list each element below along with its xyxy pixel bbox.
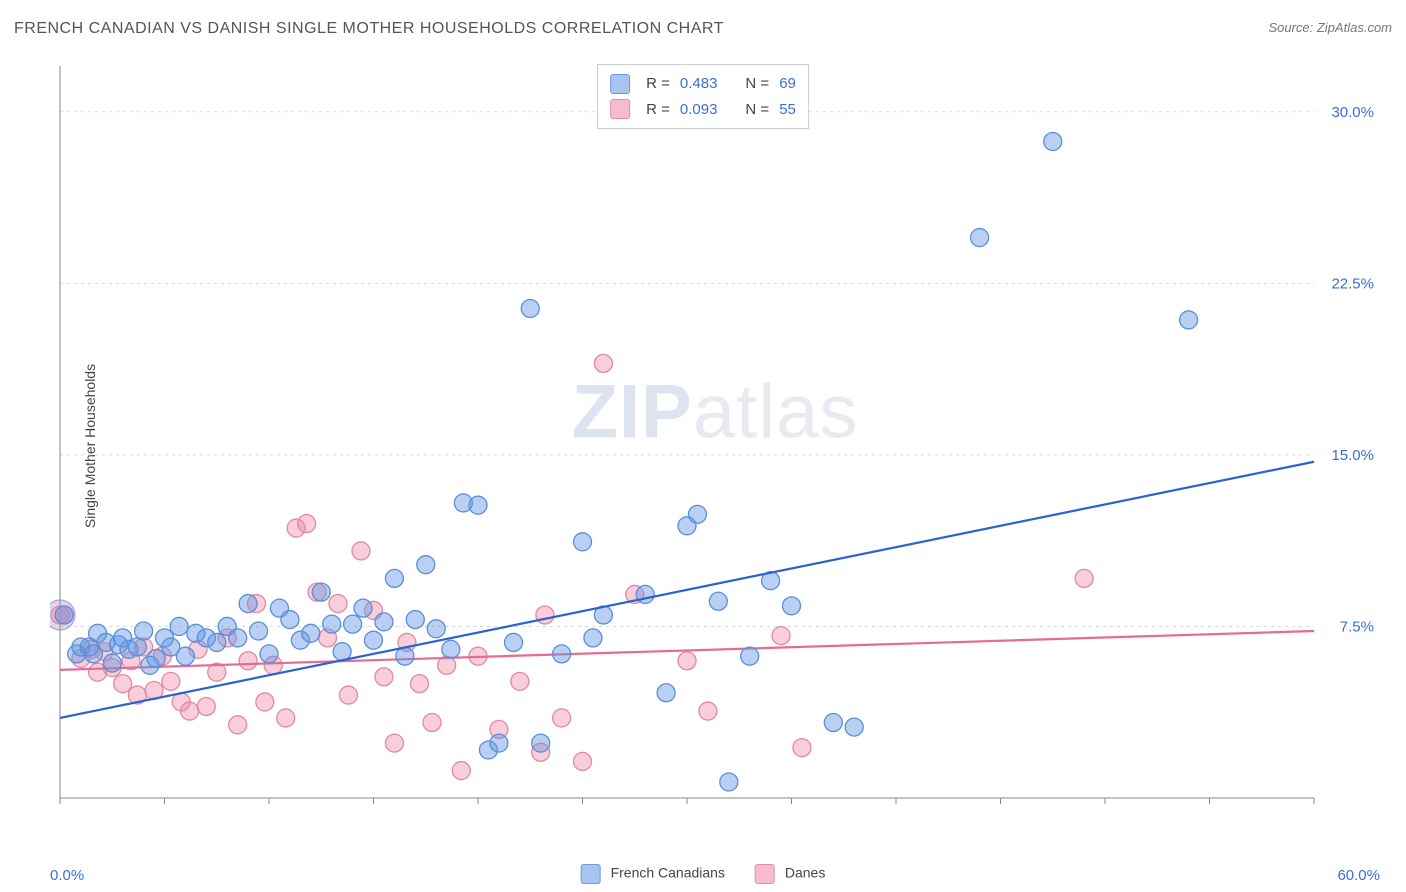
swatch-series-b-icon — [610, 99, 630, 119]
series-legend: French Canadians Danes — [581, 864, 826, 884]
n-label: N = — [745, 71, 769, 97]
swatch-series-a-icon — [610, 74, 630, 94]
legend-row-a: R = 0.483 N = 69 — [610, 71, 796, 97]
series-a-label: French Canadians — [611, 865, 725, 881]
scatter-plot: 7.5% 15.0% 22.5% 30.0% — [50, 58, 1380, 828]
x-axis-max-label: 60.0% — [1337, 867, 1380, 884]
plot-area: ZIPatlas 7.5%15.0%22.5%30.0% — [50, 58, 1380, 828]
svg-text:30.0%: 30.0% — [1331, 104, 1374, 121]
svg-text:15.0%: 15.0% — [1331, 447, 1374, 464]
svg-text:22.5%: 22.5% — [1331, 275, 1374, 292]
chart-title: FRENCH CANADIAN VS DANISH SINGLE MOTHER … — [14, 20, 724, 37]
n-value-a: 69 — [779, 71, 796, 97]
svg-text:7.5%: 7.5% — [1340, 618, 1374, 635]
r-label: R = — [646, 71, 670, 97]
legend-item-a: French Canadians — [581, 864, 725, 884]
x-axis-min-label: 0.0% — [50, 867, 84, 884]
swatch-series-a-icon — [581, 864, 601, 884]
n-label: N = — [745, 97, 769, 123]
r-value-a: 0.483 — [680, 71, 718, 97]
r-value-b: 0.093 — [680, 97, 718, 123]
correlation-legend: R = 0.483 N = 69 R = 0.093 N = 55 — [597, 64, 809, 129]
legend-row-b: R = 0.093 N = 55 — [610, 97, 796, 123]
chart-container: FRENCH CANADIAN VS DANISH SINGLE MOTHER … — [0, 0, 1406, 892]
n-value-b: 55 — [779, 97, 796, 123]
legend-item-b: Danes — [755, 864, 825, 884]
r-label: R = — [646, 97, 670, 123]
title-bar: FRENCH CANADIAN VS DANISH SINGLE MOTHER … — [14, 20, 1392, 48]
series-b-label: Danes — [785, 865, 825, 881]
source-label: Source: ZipAtlas.com — [1268, 20, 1392, 35]
swatch-series-b-icon — [755, 864, 775, 884]
